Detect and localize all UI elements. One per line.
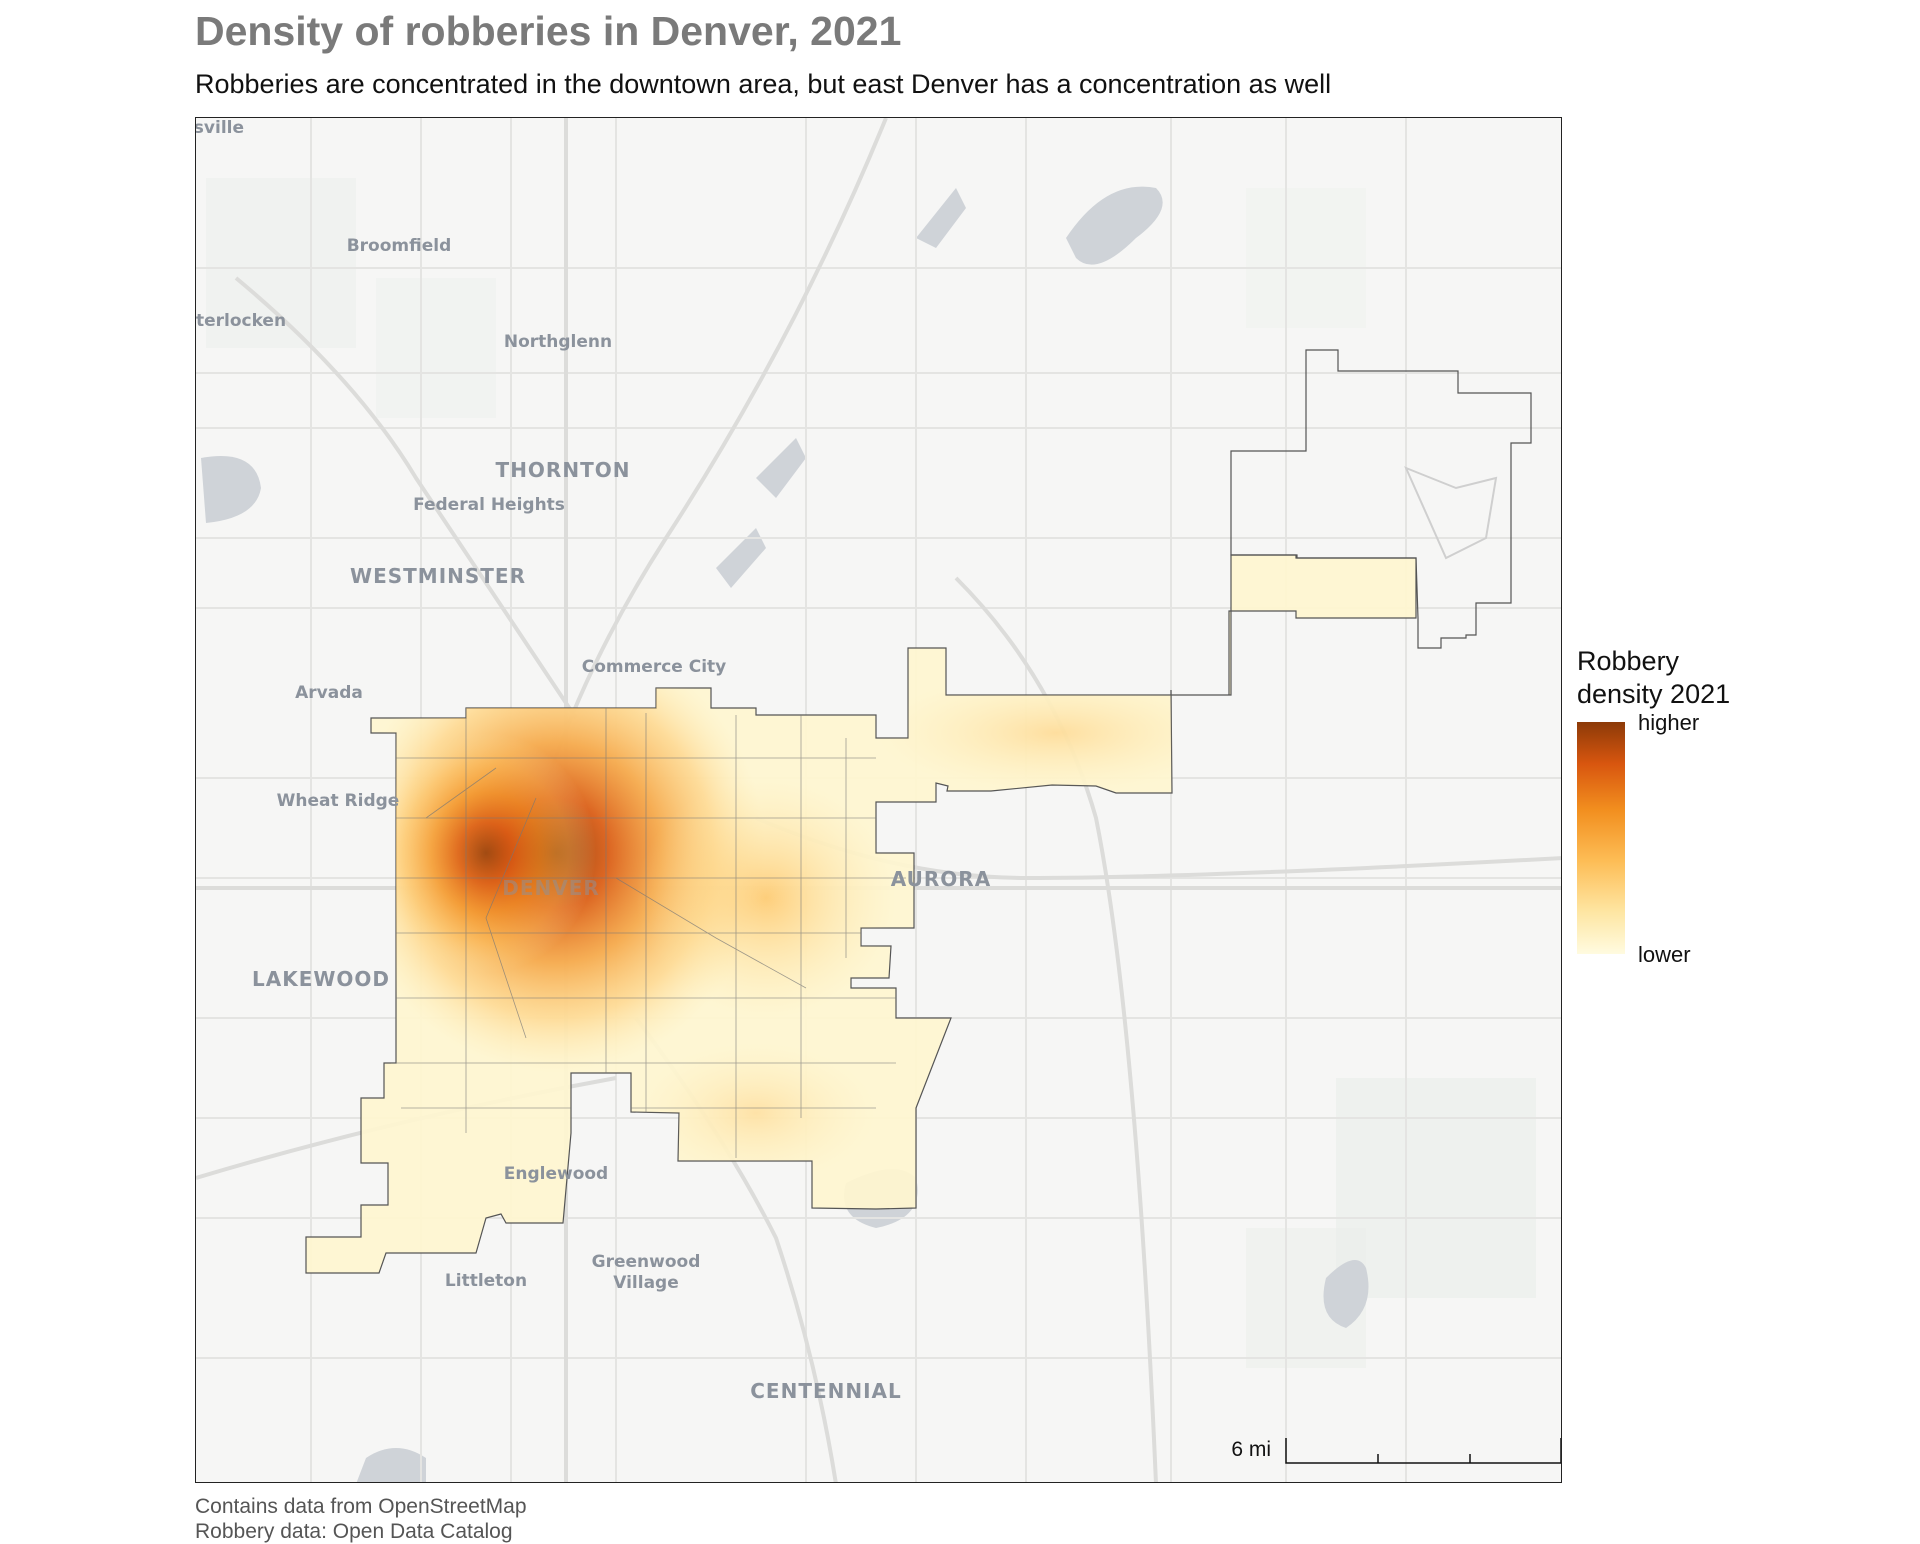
place-label: Village xyxy=(613,1273,679,1293)
place-label: Arvada xyxy=(295,683,363,703)
caption-line2: Robbery data: Open Data Catalog xyxy=(195,1520,513,1543)
legend-title-line1: Robbery xyxy=(1577,646,1680,676)
place-label: Wheat Ridge xyxy=(277,791,400,811)
place-label: Broomfield xyxy=(347,236,452,256)
place-label: LAKEWOOD xyxy=(252,967,390,991)
scale-bar: 6 mi xyxy=(1231,1438,1561,1464)
place-label: CENTENNIAL xyxy=(750,1379,902,1403)
place-label: Englewood xyxy=(504,1164,608,1184)
basemap-svg: isville Broomfield terlocken Northglenn … xyxy=(196,118,1561,1482)
map-panel[interactable]: isville Broomfield terlocken Northglenn … xyxy=(195,117,1562,1483)
legend-title: Robbery density 2021 xyxy=(1577,645,1877,711)
legend-high-label: higher xyxy=(1638,710,1700,735)
map-subtitle: Robberies are concentrated in the downto… xyxy=(195,69,1332,99)
map-title: Density of robberies in Denver, 2021 xyxy=(195,8,902,54)
caption: Contains data from OpenStreetMap Robbery… xyxy=(195,1494,527,1544)
place-label: Greenwood xyxy=(592,1252,701,1272)
place-label: terlocken xyxy=(196,311,286,331)
place-label: Commerce City xyxy=(582,657,727,677)
legend-color-bar xyxy=(1577,722,1625,954)
place-label: AURORA xyxy=(891,867,991,891)
place-label: Littleton xyxy=(445,1271,527,1291)
place-label: isville xyxy=(196,118,244,138)
place-label: Northglenn xyxy=(504,332,612,352)
place-label: THORNTON xyxy=(496,458,631,482)
legend-low-label: lower xyxy=(1638,942,1691,967)
caption-line1: Contains data from OpenStreetMap xyxy=(195,1495,527,1518)
place-label: Federal Heights xyxy=(413,495,565,515)
scale-bar-label: 6 mi xyxy=(1231,1438,1271,1461)
airport-boundary xyxy=(1230,349,1532,649)
place-label: WESTMINSTER xyxy=(350,564,526,588)
legend-title-line2: density 2021 xyxy=(1577,679,1731,709)
place-label: DENVER xyxy=(502,876,600,900)
east-denver-hotspot xyxy=(636,778,896,1018)
